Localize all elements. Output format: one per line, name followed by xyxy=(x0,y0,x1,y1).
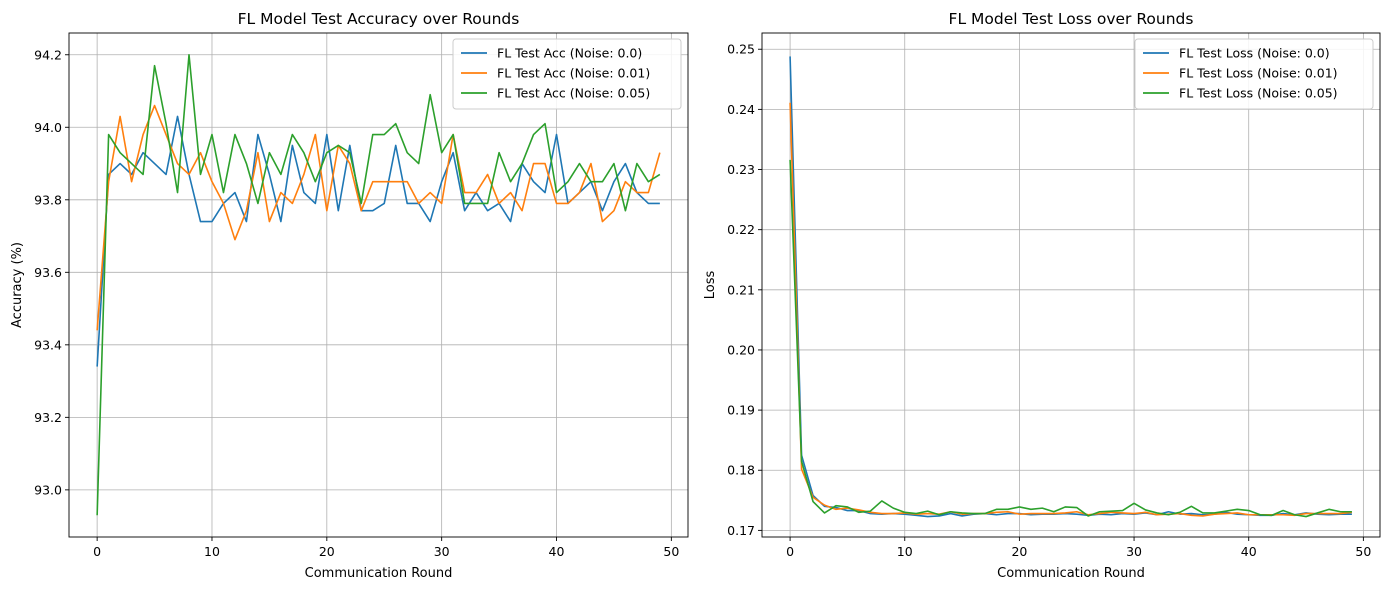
chart-title: FL Model Test Accuracy over Rounds xyxy=(238,10,520,28)
y-tick-label: 93.4 xyxy=(34,337,62,352)
chart-panel-1: 0 10 20 30 40 50 93.0 93.2 93.4 93.6 93.8 94.0 94.2 F… xyxy=(10,10,689,581)
legend: FL Test Loss (Noise: 0.0) FL Test Loss (N… xyxy=(1134,38,1374,110)
axes-frame xyxy=(761,32,1381,538)
legend-label-2: FL Test Loss (Noise: 0.01) xyxy=(1179,66,1338,81)
x-tick-label: 40 xyxy=(549,544,565,559)
x-tick-label: 50 xyxy=(663,544,679,559)
x-tick-label: 30 xyxy=(434,544,450,559)
legend-box xyxy=(452,38,682,110)
x-tick-label: 0 xyxy=(786,544,794,559)
y-axis-label: Loss xyxy=(703,271,718,300)
series-line-3 xyxy=(96,53,661,516)
series-line-1 xyxy=(96,115,660,367)
legend: FL Test Acc (Noise: 0.0) FL Test Acc (Noi… xyxy=(452,38,682,110)
x-tick-label: 10 xyxy=(897,544,913,559)
legend-box xyxy=(1134,38,1374,110)
y-tick-label: 0.19 xyxy=(727,403,755,418)
y-tick-label: 93.0 xyxy=(34,482,62,497)
y-tick-label: 94.2 xyxy=(34,47,62,62)
y-tick-label: 93.2 xyxy=(34,410,62,425)
y-tick-label: 93.8 xyxy=(34,192,62,207)
x-axis-label: Communication Round xyxy=(997,566,1145,581)
axes-frame xyxy=(68,32,689,538)
x-tick-label: 20 xyxy=(319,544,335,559)
chart-panel-2: 0 10 20 30 40 50 0.17 0.18 0.19 0.20 0.21 0.22 0.23 0… xyxy=(703,10,1381,581)
series-line-1 xyxy=(789,56,1352,518)
y-tick-label: 0.25 xyxy=(727,42,755,57)
legend-label-3: FL Test Loss (Noise: 0.05) xyxy=(1179,86,1338,101)
series-line-2 xyxy=(789,102,1352,517)
y-tick-label: 0.22 xyxy=(727,222,755,237)
y-tick-label: 0.24 xyxy=(727,102,755,117)
chart-title: FL Model Test Loss over Rounds xyxy=(949,10,1194,28)
y-axis-label: Accuracy (%) xyxy=(10,242,25,328)
series-line-3 xyxy=(789,159,1352,518)
y-tick-label: 0.17 xyxy=(727,523,755,538)
x-tick-label: 40 xyxy=(1241,544,1257,559)
y-tick-label: 0.20 xyxy=(727,342,755,357)
y-tick-label: 0.21 xyxy=(727,282,755,297)
x-tick-label: 10 xyxy=(204,544,220,559)
series-line-2 xyxy=(96,104,661,331)
x-tick-label: 50 xyxy=(1355,544,1371,559)
x-tick-label: 30 xyxy=(1126,544,1142,559)
legend-label-1: FL Test Loss (Noise: 0.0) xyxy=(1179,46,1330,61)
legend-label-2: FL Test Acc (Noise: 0.01) xyxy=(497,66,650,81)
y-tick-label: 0.18 xyxy=(727,463,755,478)
legend-label-3: FL Test Acc (Noise: 0.05) xyxy=(497,86,650,101)
y-tick-label: 94.0 xyxy=(34,120,62,135)
legend-label-1: FL Test Acc (Noise: 0.0) xyxy=(497,46,642,61)
x-tick-label: 0 xyxy=(93,544,101,559)
y-tick-label: 0.23 xyxy=(727,162,755,177)
x-tick-label: 20 xyxy=(1011,544,1027,559)
y-tick-label: 93.6 xyxy=(34,265,62,280)
x-axis-label: Communication Round xyxy=(305,566,453,581)
